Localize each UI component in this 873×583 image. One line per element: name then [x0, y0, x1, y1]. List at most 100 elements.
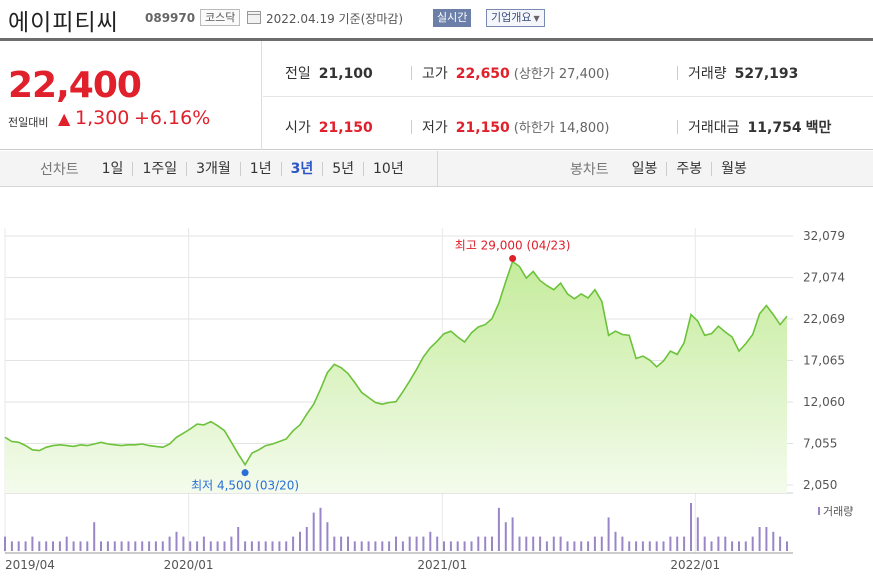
tab-weekly[interactable]: 주봉 [666, 162, 711, 176]
volume-bar [710, 541, 713, 551]
volume-bar [497, 507, 500, 551]
volume-bar [511, 517, 514, 551]
chart-period-tabs: 선차트 1일 1주일 3개월 1년 3년 5년 10년 봉차트 일봉 주봉 월봉 [0, 151, 873, 187]
volume-bar [690, 503, 692, 551]
volume-bar [237, 527, 240, 551]
volume-bar [779, 536, 782, 551]
volume-bar [257, 541, 260, 551]
volume-bar [484, 536, 487, 551]
price-area [5, 261, 787, 493]
volume-bar [216, 541, 219, 551]
market-badge: 코스닥 [200, 9, 241, 26]
volume-legend-swatch [818, 507, 820, 515]
volume-bar [786, 541, 788, 551]
volume-legend: 거래량 [823, 505, 853, 518]
tab-daily[interactable]: 일봉 [631, 161, 658, 177]
realtime-button[interactable]: 실시간 [433, 9, 472, 27]
volume-bar [607, 517, 610, 551]
volume-bar [24, 541, 27, 551]
volume: 거래량 527,193 [688, 66, 799, 82]
volume-bar [113, 541, 116, 551]
volume-bar [532, 536, 535, 551]
volume-bar [100, 541, 102, 551]
company-overview-button[interactable]: 기업개요 ▼ [486, 9, 545, 27]
volume-bar [292, 536, 295, 551]
volume-bar [278, 541, 281, 551]
tab-5y[interactable]: 5년 [322, 162, 363, 176]
volume-bar [545, 541, 548, 551]
volume-bar [463, 541, 466, 551]
volume-bar [744, 541, 747, 551]
volume-bar [738, 541, 740, 551]
volume-bar [717, 536, 720, 551]
candle-chart-label: 봉차트 [570, 162, 609, 178]
candle-chart-tabs: 봉차트 일봉 주봉 월봉 [570, 151, 756, 187]
volume-bar [731, 541, 734, 551]
x-tick-label: 2022/01 [670, 558, 720, 572]
volume-bar [79, 541, 82, 551]
x-tick-label: 2020/01 [164, 558, 214, 572]
volume-bar [539, 536, 542, 551]
volume-bar [161, 541, 164, 551]
low-marker [241, 469, 249, 477]
volume-bar [641, 541, 644, 551]
volume-bar [196, 541, 199, 551]
volume-bar [52, 541, 54, 551]
volume-bar [148, 541, 151, 551]
tab-monthly[interactable]: 월봉 [711, 162, 756, 176]
volume-bar [683, 536, 686, 551]
day-low: 저가 21,150 (하한가 14,800) [422, 120, 610, 136]
y-tick-label: 17,065 [803, 353, 845, 367]
row-divider [263, 96, 873, 97]
tab-1y[interactable]: 1년 [239, 162, 281, 176]
tab-1w[interactable]: 1주일 [132, 162, 186, 176]
volume-bar [120, 541, 123, 551]
x-tick-label: 2021/01 [417, 558, 467, 572]
line-chart-tabs: 선차트 1일 1주일 3개월 1년 3년 5년 10년 [40, 151, 413, 187]
volume-bar [17, 541, 20, 551]
tab-3y[interactable]: 3년 [280, 162, 323, 176]
volume-bar [443, 541, 445, 551]
volume-bar [168, 536, 171, 551]
volume-bar [429, 531, 432, 551]
y-tick-label: 7,055 [803, 436, 837, 450]
volume-bar [250, 541, 253, 551]
tab-1d[interactable]: 1일 [101, 161, 124, 177]
volume-bar [299, 531, 301, 551]
volume-bar [154, 541, 157, 551]
tab-10y[interactable]: 10년 [363, 162, 413, 176]
change-percent: +6.16% [134, 107, 211, 129]
trade-amount: 거래대금 11,754 백만 [688, 120, 832, 136]
volume-bar [31, 536, 34, 551]
volume-bar [271, 541, 274, 551]
volume-bar [566, 541, 569, 551]
volume-bar [72, 541, 75, 551]
volume-bar [4, 536, 6, 551]
volume-bar [209, 541, 212, 551]
volume-bar [340, 536, 343, 551]
stock-code: 089970 [145, 11, 196, 25]
change-label: 전일대비 [8, 116, 49, 129]
chevron-down-icon: ▼ [533, 14, 540, 23]
volume-bar [655, 541, 658, 551]
volume-bar [573, 541, 576, 551]
volume-bar [305, 527, 308, 551]
volume-bar [374, 541, 377, 551]
volume-bar [552, 536, 555, 551]
volume-bar [470, 541, 473, 551]
volume-bar [456, 541, 459, 551]
change-value: 1,300 [75, 107, 130, 129]
stock-header: 에이피티씨 089970 코스닥 2022.04.19 기준(장마감) 실시간 … [0, 0, 873, 38]
x-tick-label: 2019/04 [5, 558, 55, 572]
open-price: 시가 21,150 [285, 120, 373, 136]
divider [411, 66, 412, 80]
price-chart: 거래량 32,079 27,074 22,069 17,065 12,060 7,055 2… [0, 188, 873, 583]
tab-group-divider [437, 151, 438, 187]
volume-bar [415, 536, 418, 551]
tab-3m[interactable]: 3개월 [186, 162, 240, 176]
volume-bar [408, 536, 411, 551]
volume-bar [45, 541, 48, 551]
volume-bar [360, 541, 363, 551]
volume-bar [134, 541, 137, 551]
low-annotation: 최저 4,500 (03/20) [191, 479, 299, 493]
